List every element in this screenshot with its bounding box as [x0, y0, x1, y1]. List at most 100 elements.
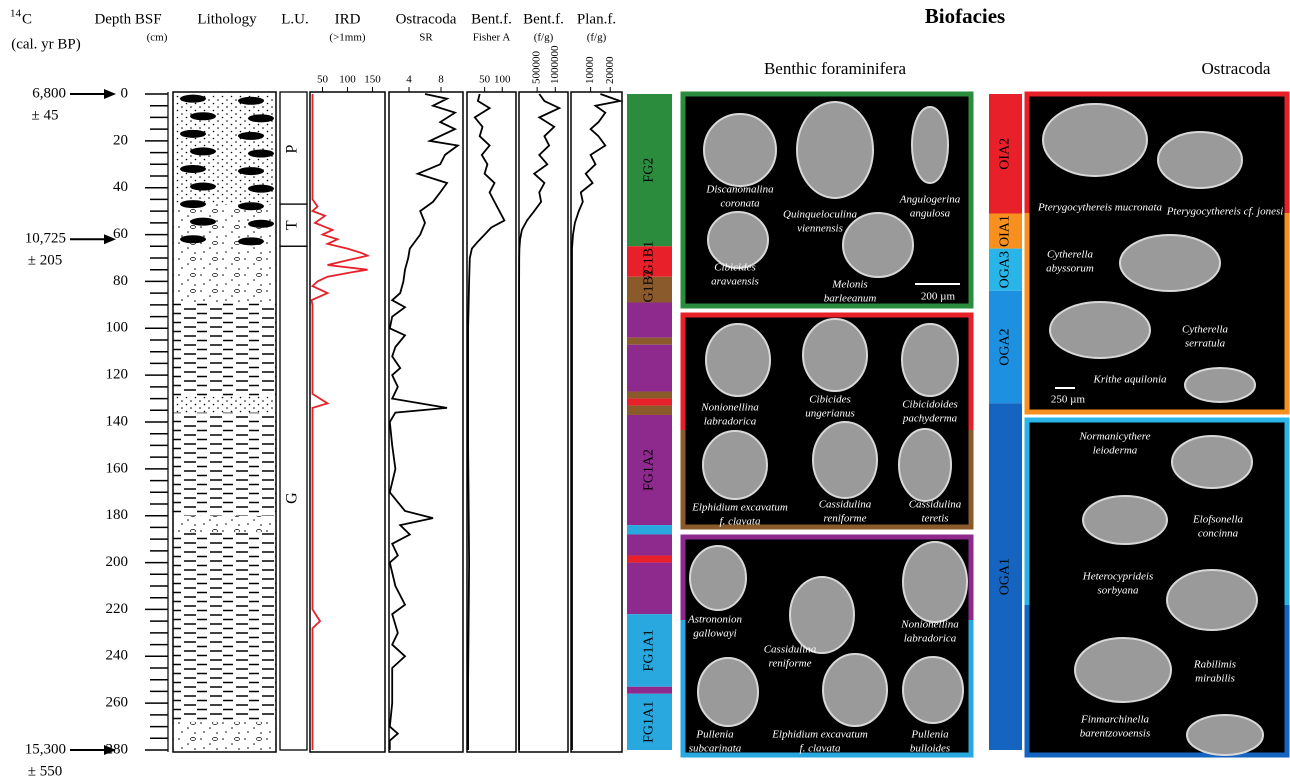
unit-label: P — [284, 145, 301, 154]
biofacies-label: OIA2 — [998, 138, 1013, 170]
specimen-image — [1167, 570, 1257, 630]
biofacies-zone — [627, 345, 672, 392]
specimen-name: Cytherella — [1182, 324, 1229, 336]
specimen-name: Cibicidoides — [902, 399, 958, 411]
specimen-name: Quinqueloculina — [783, 209, 857, 221]
clast — [180, 200, 206, 208]
page: Biofacies Benthic foraminifera Ostracoda… — [0, 0, 1290, 777]
specimen-name: viennensis — [797, 223, 843, 235]
clast — [238, 132, 264, 140]
clast — [248, 185, 274, 193]
specimen-image — [1185, 368, 1255, 402]
specimen-name: ungerianus — [805, 408, 855, 420]
scale-label: 250 µm — [1051, 394, 1086, 406]
specimen-image — [903, 542, 967, 622]
specimen-image — [797, 102, 873, 198]
log-unit: (f/g) — [587, 32, 607, 44]
log-unit: (>1mm) — [329, 32, 365, 44]
log-tick-label: 50 — [317, 74, 329, 86]
biofacies-label: FG2 — [642, 158, 657, 183]
biofacies-zone — [627, 534, 672, 555]
depth-tick-label: 100 — [106, 320, 129, 336]
clast — [238, 237, 264, 245]
specimen-name: Cassidulina — [909, 499, 962, 511]
specimen-name: sorbyana — [1098, 585, 1139, 597]
specimen-image — [708, 212, 768, 268]
depth-tick-label: 120 — [106, 367, 129, 383]
depth-header: Depth BSF — [94, 11, 161, 27]
lithology-layer — [173, 204, 276, 302]
log-header: IRD — [335, 11, 361, 27]
specimen-image — [1043, 104, 1147, 176]
clast — [238, 97, 264, 105]
clast — [190, 112, 216, 120]
specimen-name: Angulogerina — [899, 194, 961, 206]
age-error: ± 550 — [28, 763, 62, 777]
specimen-name: Cassidulina — [764, 644, 817, 656]
biofacies-label: OGA1 — [998, 558, 1013, 595]
specimen-name: aravaensis — [711, 276, 759, 288]
depth-tick-label: 60 — [113, 226, 128, 242]
specimen-image — [698, 658, 758, 726]
specimen-image — [690, 546, 746, 610]
clast — [190, 218, 216, 226]
log-tick-label: 100 — [494, 74, 511, 86]
specimen-name: angulosa — [910, 208, 951, 220]
specimen-image — [1050, 302, 1150, 358]
clast — [180, 95, 206, 103]
clast — [248, 220, 274, 228]
age-error: ± 45 — [32, 107, 59, 123]
log-tick-label: 1000000 — [549, 45, 561, 84]
log-tick-label: 8 — [438, 74, 444, 86]
log-header: Bent.f. — [523, 11, 564, 27]
log-tick-label: 100 — [339, 74, 356, 86]
depth-tick-label: 260 — [106, 695, 129, 711]
specimen-image — [803, 319, 867, 391]
specimen-name: Cytherella — [1047, 249, 1094, 261]
figure-title: Biofacies — [925, 4, 1005, 28]
specimen-name: Heterocyprideis — [1082, 571, 1153, 583]
depth-tick-label: 0 — [121, 85, 129, 101]
biofacies-zone — [627, 406, 672, 415]
log-tick-label: 20000 — [604, 56, 616, 84]
log-frame — [571, 92, 622, 752]
specimen-name: Nonionellina — [900, 619, 959, 631]
clast — [238, 202, 264, 210]
specimen-image — [703, 431, 767, 499]
age-error: ± 205 — [28, 253, 62, 269]
specimen-image — [813, 422, 877, 498]
specimen-name: subcarinata — [689, 743, 742, 755]
biofacies-zone — [627, 687, 672, 694]
specimen-name: barleeanum — [824, 293, 877, 305]
lithology-header: Lithology — [197, 11, 257, 27]
biofacies-zone — [627, 399, 672, 406]
specimen-name: Elphidium excavatum — [691, 502, 788, 514]
specimen-image — [1120, 235, 1220, 291]
biofacies-label: FG1A1 — [642, 629, 657, 671]
biofacies-label: OGA2 — [998, 328, 1013, 365]
specimen-name: Pullenia — [695, 729, 734, 741]
age-label: 6,800 — [32, 85, 66, 101]
log-tick-label: 4 — [406, 74, 412, 86]
specimen-image — [823, 654, 887, 726]
unit-label: G — [284, 492, 301, 504]
depth-tick-label: 220 — [106, 601, 129, 617]
biofacies-label: FG1A2 — [642, 449, 657, 491]
log-header: Ostracoda — [396, 11, 457, 27]
age-header-sup: 14 — [10, 8, 22, 20]
specimen-name: Discanomalina — [705, 184, 774, 196]
clast — [180, 165, 206, 173]
log-tick-label: 500000 — [531, 51, 543, 85]
clast — [238, 167, 264, 175]
age-arrow-head — [104, 89, 116, 99]
biofacies-label: OIA1 — [998, 215, 1013, 247]
specimen-image — [706, 324, 770, 396]
specimen-name: Rabilimis — [1193, 659, 1236, 671]
specimen-name: f. clavata — [720, 516, 761, 528]
clast — [180, 130, 206, 138]
age-header-sub: (cal. yr BP) — [11, 36, 81, 52]
log-tick-label: 10000 — [584, 56, 596, 84]
specimen-name: bulloides — [910, 743, 950, 755]
log-frame — [467, 92, 516, 752]
unit-label: T — [284, 220, 301, 230]
